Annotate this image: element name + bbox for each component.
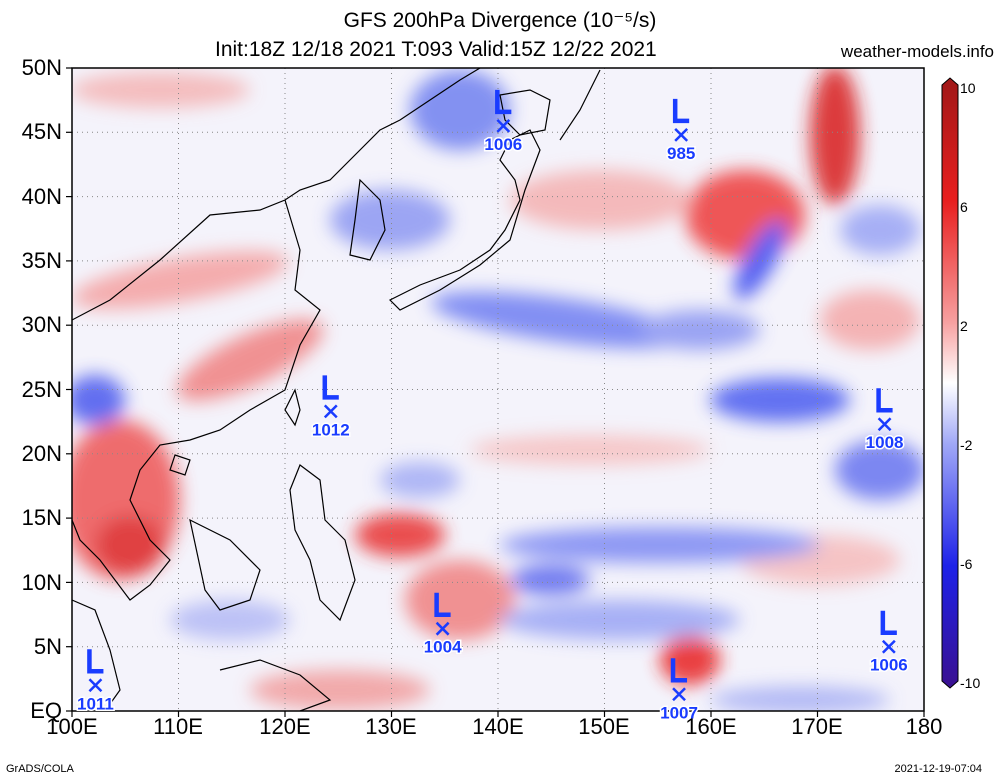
low-center-x-icon: [881, 639, 896, 654]
low-pressure-label: 1012: [312, 420, 350, 439]
low-pressure-label: 1004: [424, 638, 462, 657]
low-center-x-icon: [674, 127, 689, 142]
low-L-symbol: [670, 658, 688, 683]
low-marker: 1007: [659, 658, 699, 724]
low-pressure-label: 1006: [484, 135, 522, 154]
colorbar-label: 2: [960, 318, 968, 334]
lat-tick-label: 5N: [33, 634, 62, 659]
low-L-symbol: [876, 388, 893, 413]
low-L-symbol: [87, 649, 104, 674]
site-link[interactable]: weather-models.info: [840, 42, 994, 61]
lat-tick-label: EQ: [30, 698, 62, 723]
low-L-symbol: [495, 89, 512, 115]
low-marker: 1012: [310, 375, 351, 441]
low-center-x-icon: [672, 687, 686, 702]
low-center-x-icon: [496, 118, 511, 133]
low-marker: 1006: [868, 610, 909, 676]
lon-tick-label: 160E: [685, 714, 737, 739]
lon-tick-label: 170E: [791, 714, 843, 739]
low-marker: 1004: [422, 592, 464, 658]
lon-tick-label: 130E: [365, 714, 417, 739]
low-marker: 1006: [483, 89, 524, 155]
low-center-x-icon: [435, 621, 450, 636]
low-pressure-markers: 1006 985 1012 1008 1004 1006 1011 1007: [75, 89, 909, 724]
lat-tick-label: 30N: [21, 312, 62, 337]
chart-subtitle: Init:18Z 12/18 2021 T:093 Valid:15Z 12/2…: [215, 38, 657, 61]
colorbar-label: 6: [960, 199, 968, 215]
lon-tick-label: 100E: [46, 714, 98, 739]
lat-tick-label: 40N: [21, 184, 62, 209]
low-L-symbol: [880, 610, 897, 635]
colorbar-label: 10: [960, 80, 976, 96]
footer-credit: GrADS/COLA: [6, 763, 74, 775]
lat-tick-label: 15N: [21, 505, 62, 530]
lat-tick-label: 25N: [21, 377, 62, 402]
low-L-symbol: [322, 375, 339, 400]
low-marker: 985: [665, 98, 697, 164]
grid-lines: [72, 68, 924, 711]
lat-tick-label: 20N: [21, 441, 62, 466]
low-pressure-label: 1008: [866, 433, 904, 452]
coastlines: [72, 68, 601, 711]
low-pressure-label: 985: [667, 144, 695, 163]
low-L-symbol: [434, 592, 451, 617]
lon-tick-label: 150E: [578, 714, 630, 739]
colorbar-label: -2: [960, 437, 973, 453]
lon-tick-label: 120E: [259, 714, 311, 739]
footer-timestamp: 2021-12-19-07:04: [894, 763, 982, 775]
low-pressure-label: 1006: [870, 656, 908, 675]
colorbar-label: -10: [960, 675, 981, 691]
low-pressure-label: 1011: [77, 694, 114, 713]
colorbar-label: -6: [960, 556, 973, 572]
lat-tick-label: 50N: [21, 55, 62, 80]
low-L-symbol: [672, 98, 690, 124]
lon-tick-label: 180: [905, 714, 943, 739]
low-center-x-icon: [88, 678, 103, 693]
low-pressure-label: 1007: [660, 703, 698, 722]
lat-tick-label: 45N: [21, 119, 62, 144]
low-marker: 1011: [75, 649, 115, 715]
low-center-x-icon: [877, 417, 892, 432]
lon-tick-label: 140E: [472, 714, 524, 739]
lon-tick-label: 110E: [153, 714, 203, 739]
divergence-field: [72, 68, 924, 711]
axis-ticks: [66, 67, 925, 717]
low-center-x-icon: [323, 404, 338, 419]
chart-title: GFS 200hPa Divergence (10⁻⁵/s): [343, 9, 657, 32]
lat-tick-label: 10N: [21, 570, 62, 595]
lat-tick-label: 35N: [21, 248, 62, 273]
colorbar: [941, 77, 959, 689]
low-marker: 1008: [864, 388, 905, 454]
